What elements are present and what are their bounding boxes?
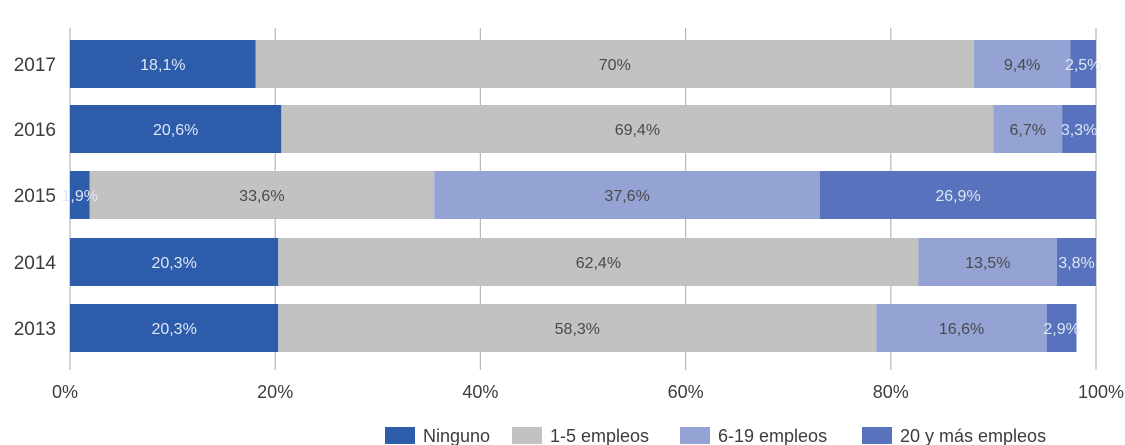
- y-axis-ticks: 2017 2016 2015 2014 2013: [14, 55, 57, 340]
- data-label: 70%: [599, 57, 631, 74]
- data-label: 20,3%: [151, 255, 196, 272]
- data-label: 18,1%: [140, 57, 185, 74]
- data-label: 37,6%: [604, 188, 649, 205]
- legend-swatch: [385, 427, 415, 444]
- bar-segment: [1062, 105, 1096, 153]
- bar-row-2014: 20,3% 62,4% 13,5% 3,8%: [70, 238, 1096, 286]
- bar-segment: [993, 105, 1063, 153]
- bar-segment: [255, 40, 974, 88]
- legend-item: Ninguno: [385, 426, 490, 445]
- data-label: 26,9%: [935, 188, 980, 205]
- bars: 18,1% 70% 9,4% 2,5% 20,6% 69,4% 6,7% 3,3% 1,9% 33…: [62, 40, 1101, 352]
- bar-segment: [70, 171, 90, 219]
- bar-segment: [1070, 40, 1096, 88]
- y-tick-label: 2017: [14, 55, 56, 76]
- bar-segment: [70, 40, 256, 88]
- bar-segment: [70, 238, 279, 286]
- bar-segment: [1057, 238, 1096, 286]
- data-label: 20,6%: [153, 122, 198, 139]
- y-tick-label: 2015: [14, 186, 56, 207]
- bar-segment: [434, 171, 821, 219]
- legend-swatch: [680, 427, 710, 444]
- legend-label: 20 y más empleos: [900, 426, 1046, 445]
- data-label: 62,4%: [576, 255, 621, 272]
- data-label: 33,6%: [239, 188, 284, 205]
- legend-swatch: [512, 427, 542, 444]
- legend-item: 6-19 empleos: [680, 426, 827, 445]
- bar-row-2016: 20,6% 69,4% 6,7% 3,3%: [70, 105, 1097, 153]
- x-tick-label: 20%: [257, 382, 293, 402]
- legend-label: Ninguno: [423, 426, 490, 445]
- data-label: 16,6%: [939, 321, 984, 338]
- x-axis-ticks: 0% 20% 40% 60% 80% 100%: [52, 382, 1124, 402]
- x-tick-label: 80%: [873, 382, 909, 402]
- bar-segment: [918, 238, 1058, 286]
- data-label: 20,3%: [151, 321, 196, 338]
- data-label: 2,9%: [1043, 321, 1079, 338]
- legend-label: 1-5 empleos: [550, 426, 649, 445]
- bar-row-2013: 20,3% 58,3% 16,6% 2,9%: [70, 304, 1080, 352]
- x-tick-label: 40%: [462, 382, 498, 402]
- data-label: 2,5%: [1065, 57, 1101, 74]
- data-label: 9,4%: [1004, 57, 1040, 74]
- bar-segment: [89, 171, 435, 219]
- data-label: 6,7%: [1010, 122, 1046, 139]
- bar-segment: [876, 304, 1047, 352]
- legend-item: 20 y más empleos: [862, 426, 1046, 445]
- x-tick-label: 60%: [668, 382, 704, 402]
- bar-segment: [820, 171, 1096, 219]
- bar-segment: [973, 40, 1071, 88]
- legend-item: 1-5 empleos: [512, 426, 649, 445]
- data-label: 1,9%: [62, 188, 98, 205]
- bar-segment: [278, 304, 877, 352]
- data-label: 13,5%: [965, 255, 1010, 272]
- bar-row-2017: 18,1% 70% 9,4% 2,5%: [70, 40, 1101, 88]
- bar-row-2015: 1,9% 33,6% 37,6% 26,9%: [62, 171, 1096, 219]
- y-tick-label: 2016: [14, 120, 56, 141]
- data-label: 3,3%: [1061, 122, 1097, 139]
- bar-segment: [281, 105, 994, 153]
- bar-segment: [70, 304, 279, 352]
- bar-segment: [70, 105, 282, 153]
- data-label: 69,4%: [615, 122, 660, 139]
- x-tick-label: 100%: [1078, 382, 1124, 402]
- legend-label: 6-19 empleos: [718, 426, 827, 445]
- data-label: 3,8%: [1058, 255, 1094, 272]
- legend: Ninguno 1-5 empleos 6-19 empleos 20 y más e…: [385, 426, 1046, 445]
- data-label: 58,3%: [555, 321, 600, 338]
- x-tick-label: 0%: [52, 382, 78, 402]
- bar-segment: [1046, 304, 1077, 352]
- legend-swatch: [862, 427, 892, 444]
- y-tick-label: 2014: [14, 253, 57, 274]
- y-tick-label: 2013: [14, 319, 56, 340]
- bar-segment: [278, 238, 919, 286]
